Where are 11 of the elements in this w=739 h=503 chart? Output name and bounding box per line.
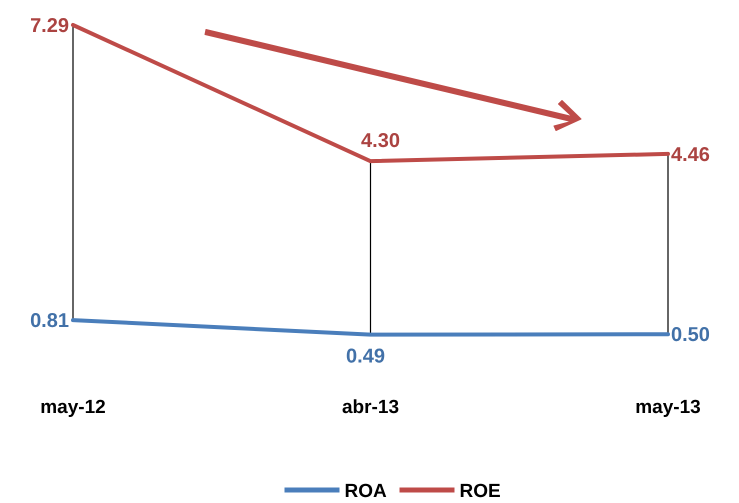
x-tick-label: may-13 — [635, 397, 701, 418]
data-label: 0.81 — [30, 310, 69, 332]
legend-label: ROE — [460, 481, 501, 502]
data-label: 7.29 — [30, 15, 69, 37]
data-label: 4.46 — [671, 144, 710, 166]
data-label: 4.30 — [361, 130, 400, 152]
x-tick-label: may-12 — [40, 397, 106, 418]
x-tick-label: abr-13 — [342, 397, 400, 418]
data-label: 0.50 — [671, 324, 710, 346]
legend-label: ROA — [344, 481, 387, 502]
data-label: 0.49 — [346, 346, 385, 368]
